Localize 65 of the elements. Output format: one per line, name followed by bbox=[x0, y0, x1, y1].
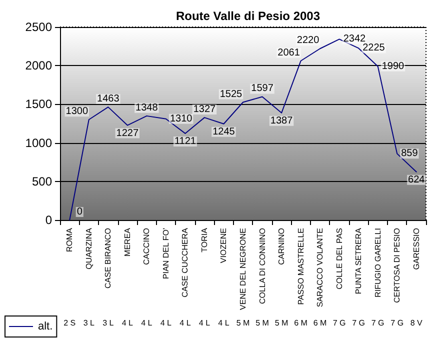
data-label: 1227 bbox=[116, 128, 139, 139]
text: 7 G bbox=[371, 318, 384, 328]
x-tick-label: RIFUGIO GARELLI bbox=[373, 228, 382, 298]
x-tick-label: CACCINO bbox=[142, 228, 152, 265]
x-tick-label: CASE BIRANCO bbox=[104, 228, 113, 288]
x-tick-label: COLLE DEL PAS bbox=[334, 228, 344, 290]
x-tick-label: CERTOSA DI PESIO bbox=[392, 228, 402, 303]
text: 7 G bbox=[332, 318, 346, 328]
data-label: 2225 bbox=[362, 42, 386, 54]
text: 4 L bbox=[218, 318, 230, 328]
text: 5 M bbox=[274, 318, 289, 328]
chart-title: Route Valle di Pesio 2003 bbox=[176, 9, 320, 23]
text: 7 G bbox=[352, 318, 366, 328]
data-label: 1245 bbox=[212, 126, 236, 138]
data-label: 1300 bbox=[66, 106, 88, 118]
x-tick-label: PASSO MASTRELLE bbox=[296, 228, 306, 305]
x-tick-label: VIOZENE bbox=[219, 228, 228, 264]
data-label: 1990 bbox=[382, 60, 405, 72]
x-tick-label: PUNTA SETRERA bbox=[354, 227, 364, 294]
x-tick-label: CASE CUCCHERA bbox=[180, 227, 190, 298]
text: 2 S bbox=[64, 318, 76, 328]
data-label: 1327 bbox=[193, 104, 216, 116]
x-tick-label: PIAN DEL FO' bbox=[161, 228, 170, 280]
x-tick-label: SARACCO VOLANTE bbox=[316, 228, 325, 308]
data-label: 2061 bbox=[278, 47, 300, 58]
text: 8 V bbox=[410, 318, 424, 328]
data-label: 624 bbox=[408, 174, 426, 186]
y-tick-label: 1500 bbox=[25, 97, 52, 112]
text: 4 L bbox=[180, 318, 192, 328]
y-tick-label: 2000 bbox=[25, 58, 52, 73]
text: 4 L bbox=[122, 318, 134, 328]
data-label: 1387 bbox=[270, 115, 294, 126]
data-label: 1463 bbox=[97, 94, 120, 105]
text: 3 L bbox=[102, 318, 114, 328]
y-tick-label: 0 bbox=[45, 213, 52, 227]
x-tick-label: ROMA bbox=[65, 227, 74, 252]
text: 6 M bbox=[313, 318, 328, 328]
x-tick-label: CARNINO bbox=[277, 228, 286, 265]
y-tick-label: 500 bbox=[32, 174, 52, 188]
data-label: 1597 bbox=[251, 83, 274, 94]
text: 5 M bbox=[236, 318, 250, 328]
text: 4 L bbox=[198, 318, 211, 328]
x-tick-label: GARESSIO bbox=[412, 228, 421, 270]
x-tick-label: COLLA DI CONNINO bbox=[258, 228, 267, 304]
data-label: 2342 bbox=[343, 34, 366, 45]
x-tick-label: QUARZINA bbox=[84, 227, 94, 270]
text: 4 L bbox=[160, 318, 172, 328]
y-tick-label: 1000 bbox=[25, 136, 52, 150]
x-tick-label: MEREA bbox=[122, 227, 132, 256]
text: 6 M bbox=[294, 318, 308, 328]
text: 4 L bbox=[141, 318, 153, 328]
x-tick-label: VENE DEL NEGRONE bbox=[238, 228, 248, 310]
text: 7 G bbox=[390, 318, 404, 328]
data-label: 1348 bbox=[136, 102, 158, 114]
legend-label: alt. bbox=[38, 320, 53, 332]
data-label: 1525 bbox=[220, 88, 243, 100]
data-label: 0 bbox=[76, 206, 83, 218]
y-tick-label: 2500 bbox=[25, 20, 52, 34]
text: 5 M bbox=[256, 318, 270, 328]
data-label: 1310 bbox=[170, 113, 193, 124]
x-tick-label: TORIA bbox=[200, 227, 209, 252]
data-label: 2220 bbox=[296, 35, 320, 46]
data-label: 1121 bbox=[174, 136, 196, 147]
data-label: 859 bbox=[401, 148, 418, 160]
text: 3 L bbox=[83, 318, 96, 328]
